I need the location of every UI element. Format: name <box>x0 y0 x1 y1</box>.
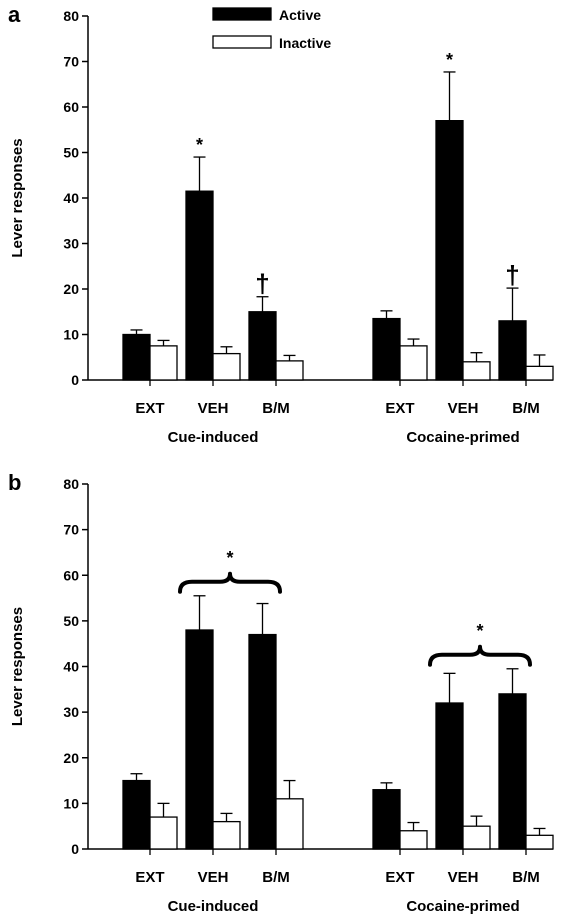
panel-b-bar-active <box>185 629 214 850</box>
panel-b-category-label: VEH <box>198 869 229 886</box>
panel-a-significance-mark: * <box>446 50 453 70</box>
panel-a-bar-inactive <box>525 365 554 381</box>
panel-a-legend-label-active: Active <box>279 7 321 23</box>
panel-a-group-label: Cue-induced <box>168 429 259 446</box>
panel-b-bar-active <box>248 633 277 850</box>
panel-a-y-tick-label: 20 <box>63 281 79 297</box>
panel-a-legend-label-inactive: Inactive <box>279 35 331 51</box>
panel-b-y-tick-label: 70 <box>63 522 79 538</box>
panel-b-bar-inactive <box>462 825 491 850</box>
panel-b-category-label: EXT <box>135 869 164 886</box>
panel-a-legend-swatch-inactive <box>212 35 272 49</box>
panel-a-y-tick-label: 60 <box>63 99 79 115</box>
panel-a-significance-mark: † <box>505 260 519 290</box>
panel-a-legend-swatch-active <box>212 7 272 21</box>
panel-b-bar-inactive <box>212 820 241 850</box>
panel-b-y-tick-label: 60 <box>63 567 79 583</box>
panel-a-y-tick-label: 0 <box>71 372 79 388</box>
panel-a-category-label: VEH <box>198 400 229 417</box>
panel-a-bar-inactive <box>399 345 428 381</box>
panel-b-category-label: EXT <box>385 869 414 886</box>
panel-b-bar-active <box>122 779 151 850</box>
panel-a-y-tick-label: 40 <box>63 190 79 206</box>
panel-b-category-label: VEH <box>448 869 479 886</box>
panel-a-bar-active <box>185 190 214 381</box>
panel-a-significance-mark: † <box>255 269 269 299</box>
panel-a-category-label: VEH <box>448 400 479 417</box>
panel-a-bar-inactive <box>462 361 491 381</box>
panel-a-bar-active <box>248 311 277 381</box>
panel-a-y-tick-label: 10 <box>63 327 79 343</box>
panel-a-y-tick-label: 30 <box>63 236 79 252</box>
panel-a-group-label: Cocaine-primed <box>406 429 519 446</box>
panel-a-bar-inactive <box>275 360 304 381</box>
panel-a-bar-active <box>435 120 464 381</box>
panel-b-y-axis-label: Lever responses <box>9 607 26 726</box>
panel-a-category-label: EXT <box>135 400 164 417</box>
panel-b-y-tick-label: 50 <box>63 613 79 629</box>
panel-b-bar-inactive <box>275 798 304 850</box>
panel-a-category-label: B/M <box>262 400 290 417</box>
panel-a-bar-inactive <box>212 352 241 381</box>
panel-b-y-tick-label: 30 <box>63 704 79 720</box>
panel-b-significance-mark: * <box>476 621 483 641</box>
panel-a-y-tick-label: 80 <box>63 8 79 24</box>
panel-b-group-label: Cue-induced <box>168 898 259 915</box>
panel-b-category-label: B/M <box>262 869 290 886</box>
panel-a-category-label: EXT <box>385 400 414 417</box>
panel-b-bracket <box>428 644 532 667</box>
panel-b-letter: b <box>8 470 21 495</box>
panel-b-bar-inactive <box>399 830 428 850</box>
panel-a-significance-mark: * <box>196 135 203 155</box>
panel-b-significance-mark: * <box>226 548 233 568</box>
panel-b-y-tick-label: 10 <box>63 795 79 811</box>
panel-a-bar-active <box>372 317 401 381</box>
panel-b-bar-inactive <box>525 834 554 850</box>
panel-b-bar-active <box>372 789 401 850</box>
panel-a-y-axis-label: Lever responses <box>9 138 26 257</box>
panel-a-bar-active <box>498 320 527 381</box>
panel-a-bar-active <box>122 333 151 381</box>
panel-b-bracket <box>178 571 282 594</box>
panel-b-bar-active <box>435 702 464 850</box>
panel-b-y-tick-label: 0 <box>71 841 79 857</box>
panel-b-group-label: Cocaine-primed <box>406 898 519 915</box>
panel-b-bar-inactive <box>149 816 178 850</box>
panel-a-bar-inactive <box>149 345 178 381</box>
panel-b-y-tick-label: 40 <box>63 659 79 675</box>
panel-a-letter: a <box>8 2 21 27</box>
panel-b-category-label: B/M <box>512 869 540 886</box>
panel-a-y-tick-label: 70 <box>63 54 79 70</box>
panel-b-y-tick-label: 20 <box>63 750 79 766</box>
panel-a-y-tick-label: 50 <box>63 145 79 161</box>
panel-a-category-label: B/M <box>512 400 540 417</box>
panel-b-bar-active <box>498 693 527 850</box>
panel-b-y-tick-label: 80 <box>63 476 79 492</box>
